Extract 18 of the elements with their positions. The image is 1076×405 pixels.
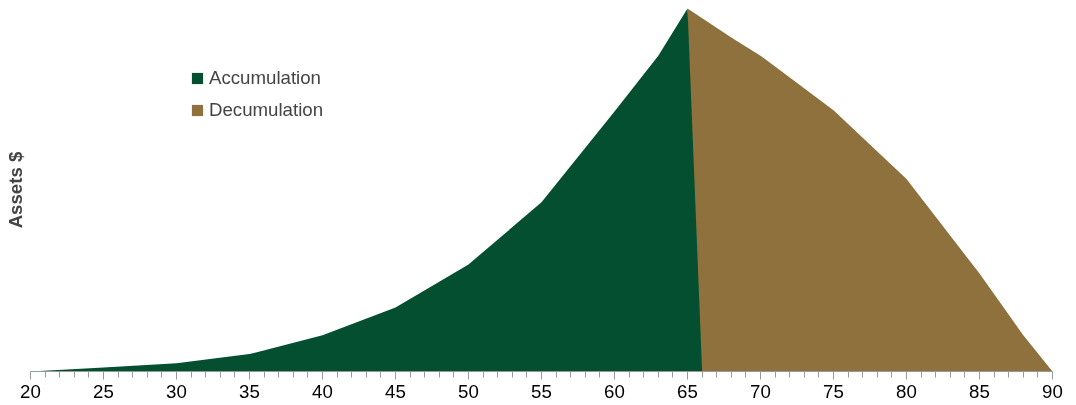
legend-label: Accumulation (209, 67, 321, 89)
x-tick-label: 20 (20, 380, 41, 402)
x-tick-label: 25 (93, 380, 114, 402)
x-tick-label: 45 (385, 380, 406, 402)
x-tick-label: 70 (750, 380, 771, 402)
x-tick-label: 80 (896, 380, 917, 402)
y-axis-title: Assets $ (4, 151, 26, 229)
x-tick-label: 65 (677, 380, 698, 402)
x-tick-label: 30 (166, 380, 187, 402)
x-tick-label: 40 (312, 380, 333, 402)
x-tick-label: 85 (969, 380, 990, 402)
x-tick-label: 60 (604, 380, 625, 402)
x-tick-label: 50 (458, 380, 479, 402)
x-tick-label: 55 (531, 380, 552, 402)
x-tick-label: 90 (1042, 380, 1063, 402)
x-tick-label: 75 (823, 380, 844, 402)
x-tick-label: 35 (239, 380, 260, 402)
legend-label: Decumulation (209, 99, 324, 121)
